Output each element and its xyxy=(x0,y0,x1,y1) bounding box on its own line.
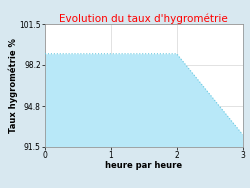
X-axis label: heure par heure: heure par heure xyxy=(105,161,182,170)
Title: Evolution du taux d'hygrométrie: Evolution du taux d'hygrométrie xyxy=(60,13,228,24)
Y-axis label: Taux hygrométrie %: Taux hygrométrie % xyxy=(8,38,18,133)
